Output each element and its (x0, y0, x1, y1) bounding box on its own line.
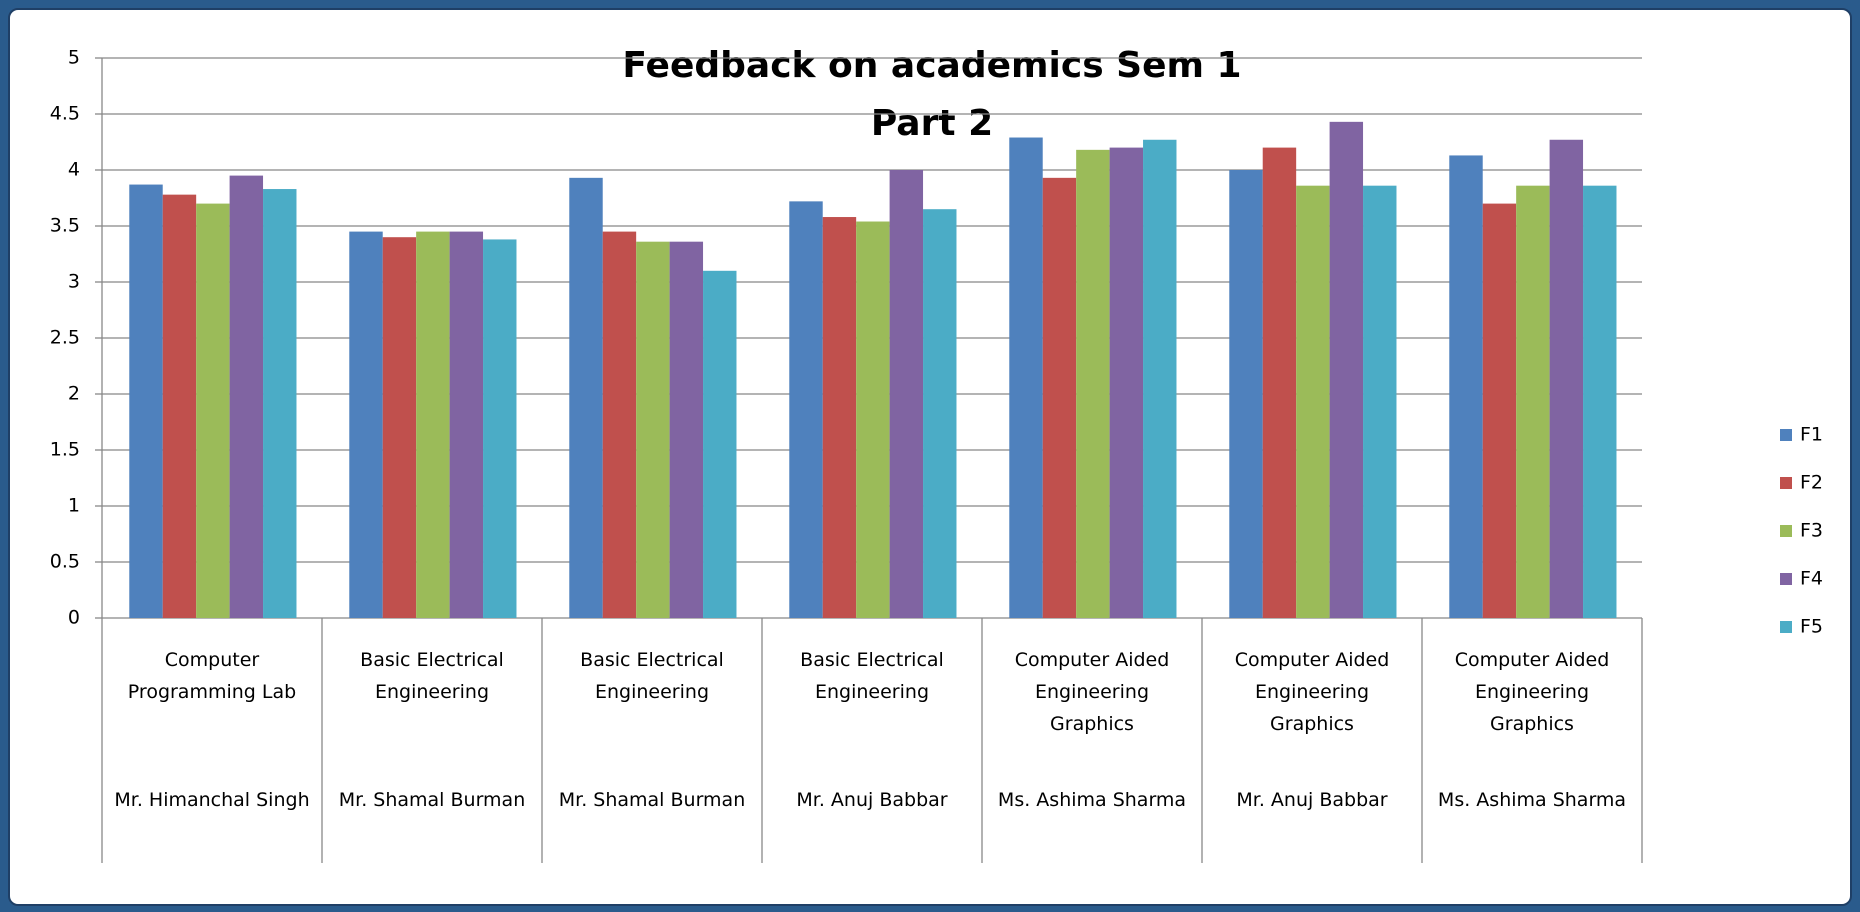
y-tick-label: 0.5 (50, 551, 80, 573)
bar (449, 231, 484, 618)
x-tick-label: Computer Aided Engineering Graphics (1014, 649, 1170, 735)
bar (1262, 147, 1297, 618)
bar (923, 209, 957, 618)
bar (569, 177, 603, 618)
bar (789, 201, 823, 619)
bar (129, 184, 163, 618)
chart: Feedback on academics Sem 1 Part 2 0 0.5 1… (50, 45, 1823, 863)
x-tick-sublabel: Mr. Shamal Burman (558, 789, 746, 811)
legend-swatch (1780, 429, 1792, 441)
y-tick-label: 2.5 (50, 327, 80, 349)
bar (1009, 137, 1043, 618)
bar (162, 194, 197, 618)
x-tick-sublabel: Ms. Ashima Sharma (1437, 789, 1627, 811)
y-tick-label: 4 (68, 159, 80, 181)
legend-label: F1 (1800, 424, 1823, 446)
x-tick-sublabel: Mr. Anuj Babbar (1236, 789, 1388, 811)
bar (856, 221, 890, 618)
bar (1549, 139, 1584, 618)
bar (263, 189, 297, 619)
x-tick-sublabel: Ms. Ashima Sharma (997, 789, 1187, 811)
y-tick-label: 3 (68, 271, 80, 293)
bar (889, 170, 924, 618)
bar (483, 239, 517, 618)
legend-label: F4 (1800, 568, 1823, 590)
legend-swatch (1780, 477, 1792, 489)
x-tick-sublabel: Mr. Anuj Babbar (796, 789, 948, 811)
bar (382, 237, 417, 618)
legend-label: F5 (1800, 616, 1823, 638)
y-tick-label: 0 (68, 607, 80, 629)
bar (1109, 147, 1144, 618)
bar (636, 241, 670, 618)
x-tick-label: Basic Electrical Engineering (800, 649, 944, 703)
x-tick-label: Basic Electrical Engineering (580, 649, 724, 703)
x-tick-label: Basic Electrical Engineering (360, 649, 504, 703)
bar (1516, 185, 1550, 618)
bar (1296, 185, 1330, 618)
bar (703, 270, 737, 618)
bar (1143, 139, 1177, 618)
x-tick-sublabel: Mr. Shamal Burman (338, 789, 526, 811)
bar (1363, 185, 1397, 618)
bar (1042, 177, 1077, 618)
bar (602, 231, 637, 618)
bar (822, 217, 857, 619)
legend-label: F2 (1800, 472, 1823, 494)
x-tick-label: Computer Aided Engineering Graphics (1454, 649, 1610, 735)
y-tick-label: 1.5 (50, 439, 80, 461)
y-tick-label: 1 (68, 495, 80, 517)
bar (1482, 203, 1517, 618)
y-tick-label: 5 (68, 47, 80, 69)
bar (1583, 185, 1617, 618)
x-tick-label: Computer Programming Lab (127, 649, 297, 703)
chart-title: Feedback on academics Sem 1 (622, 45, 1241, 86)
bar (1449, 155, 1483, 618)
bar (349, 231, 383, 618)
bar (416, 231, 450, 618)
legend-label: F3 (1800, 520, 1823, 542)
chart-subtitle: Part 2 (871, 103, 993, 144)
bar (1076, 149, 1110, 618)
x-tick-sublabel: Mr. Himanchal Singh (114, 789, 310, 811)
legend-swatch (1780, 621, 1792, 633)
bar (229, 175, 264, 618)
legend-swatch (1780, 573, 1792, 585)
x-tick-label: Computer Aided Engineering Graphics (1234, 649, 1390, 735)
legend-swatch (1780, 525, 1792, 537)
bar (669, 241, 704, 618)
bar (1329, 121, 1364, 618)
y-tick-label: 3.5 (50, 215, 80, 237)
bar (196, 203, 230, 618)
y-tick-label: 2 (68, 383, 80, 405)
bar (1229, 170, 1263, 618)
y-tick-label: 4.5 (50, 103, 80, 125)
chart-frame: Feedback on academics Sem 1 Part 2 0 0.5 1… (8, 8, 1852, 906)
